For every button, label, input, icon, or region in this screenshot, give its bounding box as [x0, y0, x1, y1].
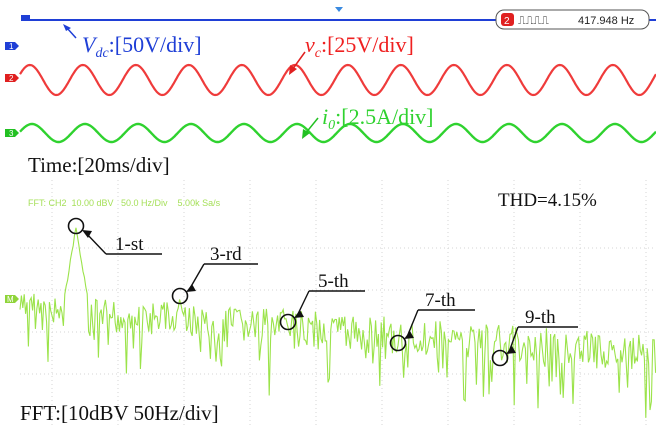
channel-marker-1-text: 1	[9, 42, 14, 51]
harmonic-label: 7-th	[425, 290, 456, 311]
harmonic-label: 9-th	[525, 307, 556, 328]
pulse-train-icon: ⎍⎍⎍⎍	[518, 15, 549, 27]
i0-label: i0:[2.5A/div]	[322, 104, 434, 133]
channel-marker-2: 2	[5, 74, 19, 83]
frequency-value: 417.948 Hz	[578, 15, 634, 27]
channel-marker-3-text: 3	[9, 129, 14, 138]
harmonic-arrow-icon	[506, 346, 516, 354]
trigger-position-icon	[335, 7, 343, 12]
vdc-label: Vdc:[50V/div]	[82, 32, 202, 61]
harmonic-label: 1-st	[115, 234, 144, 255]
harmonic-label: 5-th	[318, 271, 349, 292]
vc-arrow-icon	[289, 65, 297, 75]
fft-scale-label: FFT:[10dBV 50Hz/div]	[20, 401, 219, 425]
harmonic-arrow-icon	[82, 230, 92, 238]
time-scale-label: Time:[20ms/div]	[28, 153, 170, 177]
harmonic-marker-circle	[171, 287, 189, 305]
harmonic-marker-circle	[67, 217, 85, 235]
i0-arrow-icon	[302, 129, 310, 139]
harmonic-label: 3-rd	[210, 244, 242, 265]
fft-spectrum-trace	[19, 227, 656, 418]
fft-marker-text: M	[7, 295, 14, 304]
harmonic-annotations: 1-st 3-rd 5-th 7-th 9-th	[67, 217, 578, 367]
i0-trace	[19, 122, 656, 144]
harmonic-marker-circle	[279, 313, 297, 331]
channel-marker-2-text: 2	[9, 74, 14, 83]
frequency-readout: 2 ⎍⎍⎍⎍ 417.948 Hz	[495, 9, 650, 30]
harmonic-arrow-icon	[294, 310, 304, 318]
channel-marker-1: 1	[5, 42, 19, 51]
vc-label: vc:[25V/div]	[305, 32, 414, 61]
harmonic-leader-line	[508, 326, 519, 353]
vdc-arrow-icon	[63, 24, 71, 31]
channel-marker-3: 3	[5, 129, 19, 138]
vc-trace	[19, 63, 656, 97]
harmonic-marker-circle	[491, 349, 509, 367]
harmonic-arrow-icon	[186, 284, 196, 292]
readout-channel: 2	[504, 16, 510, 27]
harmonic-arrow-icon	[404, 331, 414, 339]
harmonic-marker-circle	[389, 334, 407, 352]
harmonic-leader-line	[406, 309, 419, 338]
thd-label: THD=4.15%	[498, 190, 597, 211]
fft-marker: M	[5, 295, 19, 304]
fft-settings-header: FFT: CH2 10.00 dBV 50.0 Hz/Div 5.00k Sa/…	[28, 198, 221, 208]
